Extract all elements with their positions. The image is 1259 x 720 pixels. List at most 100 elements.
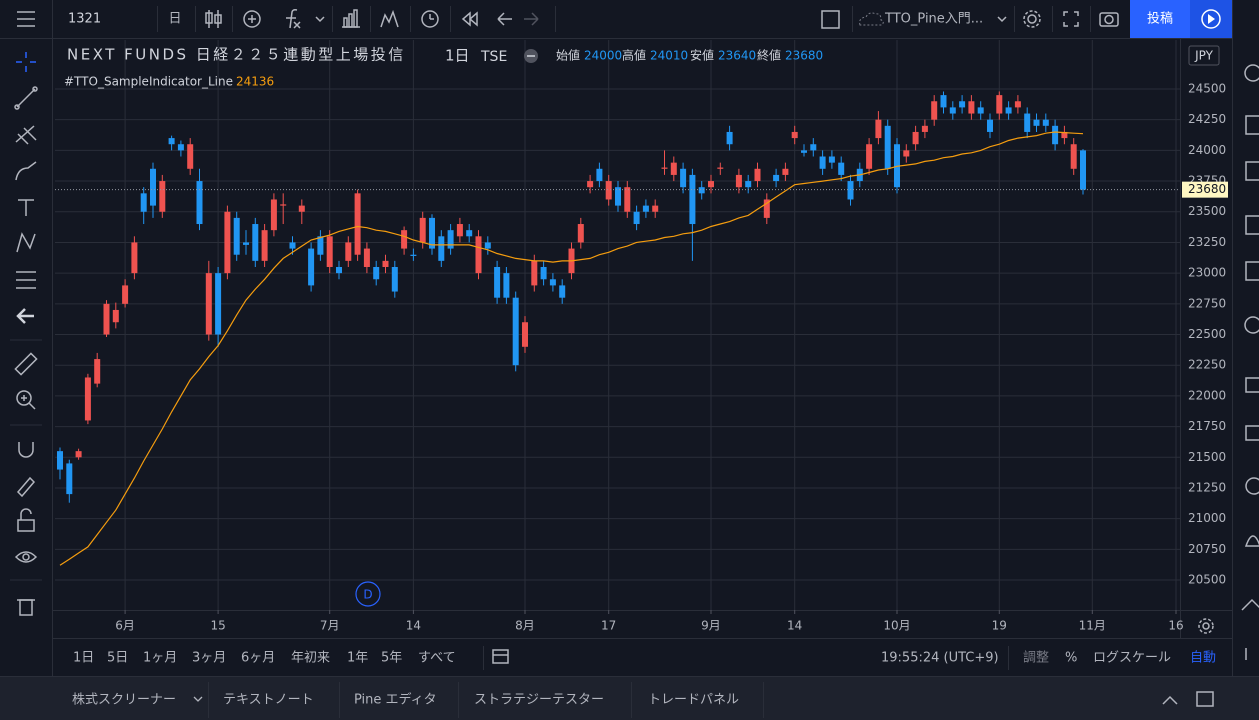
publish-button[interactable] [1130, 0, 1190, 38]
candle-body [949, 107, 956, 114]
range-button[interactable]: 1ヶ月 [143, 651, 177, 666]
range-button[interactable]: 5日 [107, 651, 128, 666]
candle-body [1005, 107, 1012, 114]
fullscreen-select-icon[interactable] [821, 10, 840, 29]
compare-icon[interactable] [243, 10, 261, 28]
pattern-tool[interactable] [16, 232, 36, 253]
layout-name[interactable]: TTO_Pine入門... [884, 12, 983, 27]
panel-tab[interactable]: トレードパネル [648, 693, 739, 708]
scale-option[interactable]: 自動 [1190, 651, 1216, 666]
crosshair-tool[interactable] [16, 52, 36, 72]
bottom-panel [0, 676, 1259, 720]
text-tool[interactable] [18, 199, 34, 216]
candle-body [847, 181, 854, 200]
expand-icon[interactable] [1063, 11, 1079, 27]
publish-label[interactable]: 投稿 [1147, 11, 1173, 27]
ruler-tool[interactable] [14, 352, 38, 376]
y-tick-label: 21000 [1188, 511, 1226, 525]
layout-chevron[interactable] [997, 16, 1007, 23]
clock: 19:55:24 (UTC+9) [881, 651, 999, 666]
brush-tool[interactable] [15, 161, 37, 181]
panel-tab[interactable]: テキストノート [223, 693, 314, 708]
candle-body [1033, 119, 1040, 126]
legend-label: 始値 [556, 48, 580, 63]
zoom-tool[interactable] [16, 390, 36, 410]
range-button[interactable]: すべて [418, 651, 456, 666]
indicators-icon[interactable] [286, 9, 325, 29]
play-circle [1201, 9, 1221, 29]
range-button[interactable]: 3ヶ月 [192, 651, 226, 666]
symbol[interactable]: 1321 [68, 12, 101, 27]
panel-tab[interactable]: 株式スクリーナー [72, 693, 176, 708]
candle-body [763, 199, 770, 218]
candle-body [977, 107, 984, 114]
hide-toolbar[interactable] [16, 308, 34, 324]
currency: JPY [1194, 49, 1214, 63]
play-triangle [1208, 14, 1215, 24]
alert-icon[interactable] [421, 10, 439, 28]
prediction-tool[interactable] [16, 271, 36, 289]
top-toolbar: 1321 日 TTO_Pine入門... 投稿 [0, 0, 1232, 720]
candle-body [1080, 150, 1086, 190]
delete-tool[interactable] [17, 599, 35, 616]
redo-icon[interactable] [524, 12, 539, 26]
candle-body [624, 187, 631, 212]
x-tick-label: 15 [210, 619, 225, 633]
candle-body [243, 242, 249, 245]
scale-option[interactable]: ログスケール [1093, 651, 1171, 666]
candle-body [57, 451, 63, 470]
currency-box[interactable] [1188, 45, 1220, 66]
candle-body [791, 131, 798, 139]
chart-type-icon[interactable] [205, 10, 222, 28]
maximize-panel[interactable] [1196, 691, 1214, 707]
visibility-tool[interactable] [14, 551, 38, 563]
lock-tool[interactable] [17, 508, 35, 532]
lock-draw-tool[interactable] [16, 476, 36, 498]
candle-body [940, 95, 947, 108]
collapse-panel[interactable] [1162, 695, 1178, 705]
strategy-icon[interactable] [380, 9, 399, 28]
candle-body [131, 242, 138, 274]
magnet-tool[interactable] [18, 442, 34, 458]
candle-body [522, 322, 528, 347]
settings-icon[interactable] [1023, 10, 1041, 28]
range-button[interactable]: 6ヶ月 [241, 651, 275, 666]
panel-tab[interactable]: ストラテジーテスター [474, 693, 604, 708]
goto-date-icon[interactable] [492, 649, 509, 664]
candle-body [466, 230, 473, 237]
legend-value: 23680 [785, 49, 823, 63]
candle-body [373, 266, 380, 280]
menu-icon[interactable] [17, 11, 35, 27]
candle-body [187, 144, 194, 169]
fib-tool[interactable] [15, 125, 37, 145]
candle-body [838, 162, 845, 175]
tab-chevron[interactable] [193, 696, 203, 702]
templates-icon[interactable] [342, 9, 360, 28]
legend-value: 23640 [718, 49, 756, 63]
dividend-marker[interactable] [355, 581, 381, 607]
candle-body [615, 187, 621, 206]
interval[interactable]: 日 [168, 12, 181, 27]
undo-icon[interactable] [497, 12, 512, 26]
candle-body [754, 168, 761, 182]
range-button[interactable]: 1年 [347, 651, 368, 666]
candle-body [112, 309, 119, 323]
range-button[interactable]: 1日 [73, 651, 94, 666]
panel-tab[interactable]: Pine エディタ [354, 692, 437, 708]
replay-icon[interactable] [461, 11, 478, 27]
range-button[interactable]: 年初来 [291, 651, 330, 666]
y-tick-label: 22250 [1188, 358, 1226, 372]
scale-option[interactable]: 調整 [1023, 651, 1049, 666]
y-tick-label: 22000 [1188, 388, 1226, 402]
trend-line-tool[interactable] [14, 86, 38, 110]
legend-label: 終値 [757, 48, 781, 63]
candle-body [903, 150, 910, 157]
axis-settings[interactable] [1198, 618, 1214, 634]
range-button[interactable]: 5年 [381, 651, 402, 666]
y-tick-label: 20500 [1188, 573, 1226, 587]
candle-body [159, 181, 166, 212]
candle-body [270, 199, 277, 231]
scale-option[interactable]: % [1065, 651, 1077, 666]
snapshot-icon[interactable] [1099, 12, 1119, 27]
